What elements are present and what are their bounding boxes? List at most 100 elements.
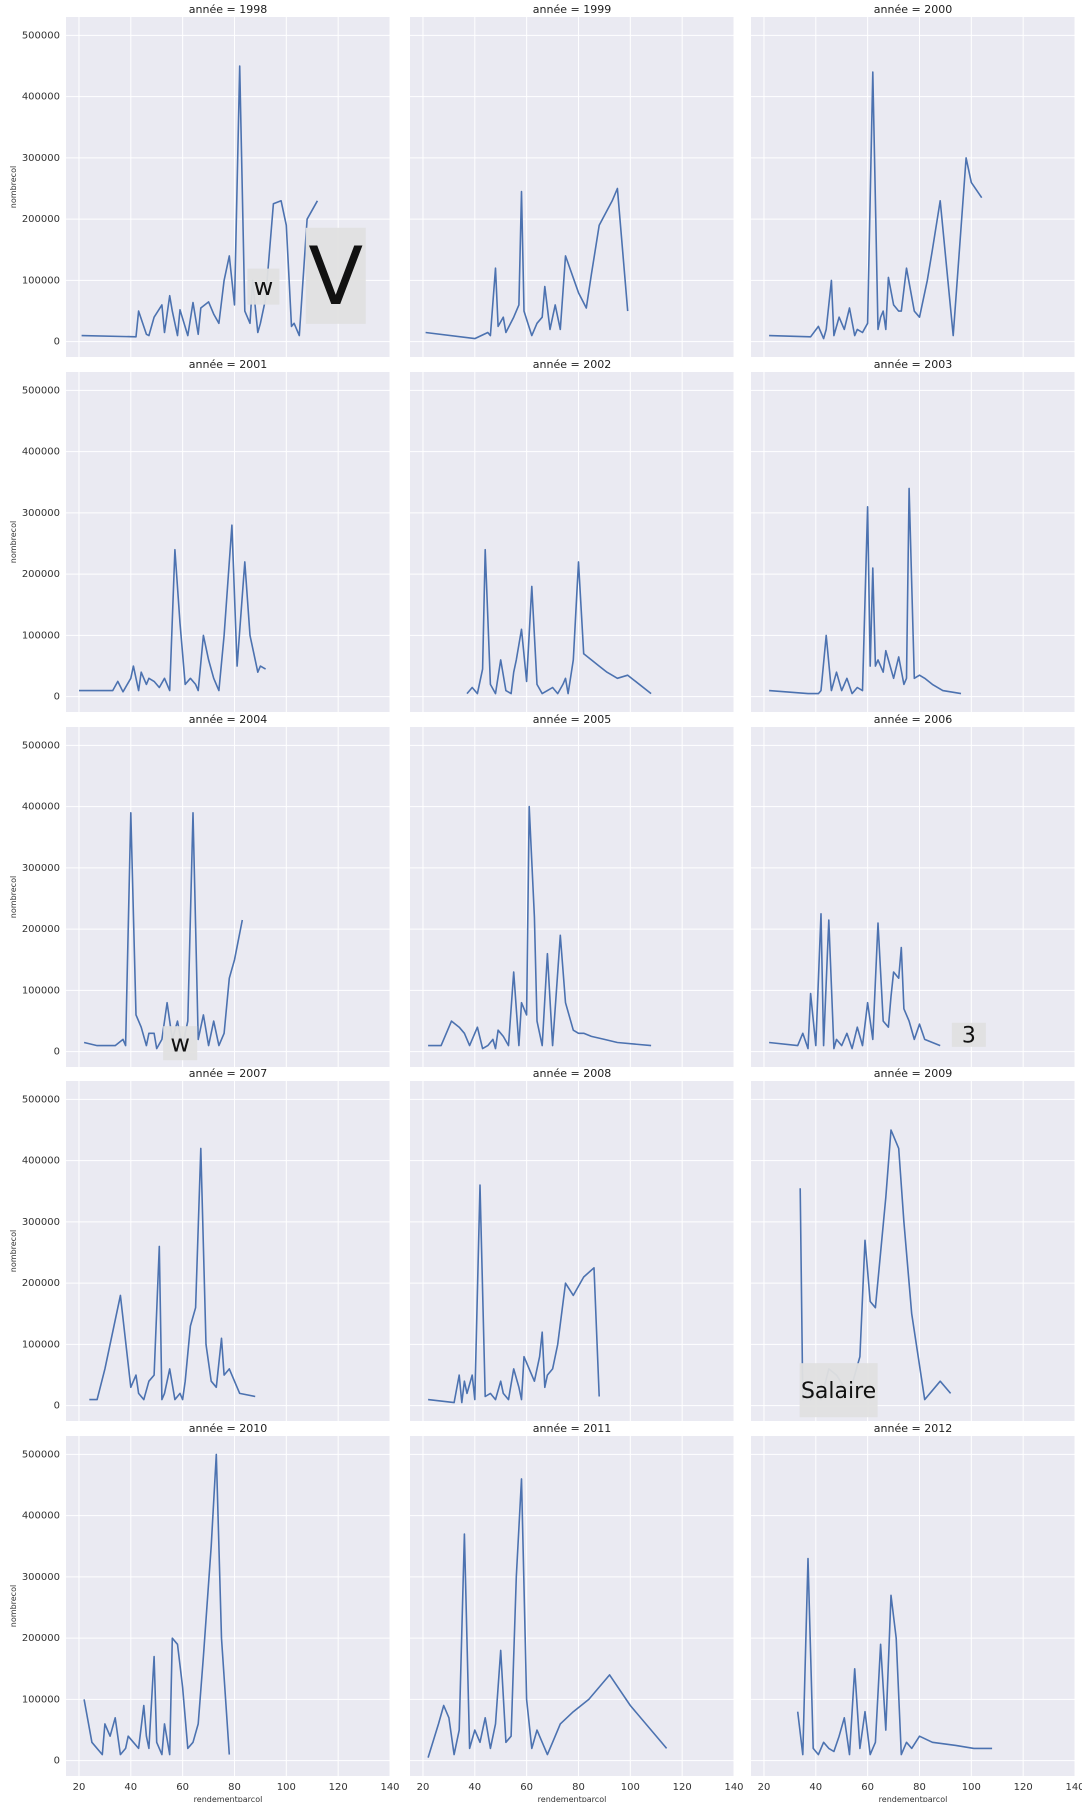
facet-title: année = 2005 xyxy=(533,713,611,726)
panel-background xyxy=(751,1436,1075,1776)
facet-title: année = 2007 xyxy=(189,1067,267,1080)
series-line xyxy=(428,1184,600,1404)
x-axis-label: rendementparcol xyxy=(538,1795,607,1802)
x-tick-label: 60 xyxy=(861,1782,874,1793)
y-tick-label: 400000 xyxy=(22,92,60,103)
series-line xyxy=(425,187,629,340)
facet-panel: année = 2008 xyxy=(410,1067,735,1421)
series-line xyxy=(83,811,244,1050)
panel-background xyxy=(410,1436,734,1776)
sticker: w xyxy=(247,268,280,305)
x-tick-label: 20 xyxy=(73,1782,86,1793)
panel-background xyxy=(751,727,1075,1067)
y-tick-label: 100000 xyxy=(22,275,60,286)
x-tick-label: 80 xyxy=(572,1782,585,1793)
x-tick-label: 40 xyxy=(809,1782,822,1793)
series-line xyxy=(79,524,266,693)
panel-background xyxy=(410,1081,734,1421)
panel-background xyxy=(66,1436,390,1776)
panel-background xyxy=(410,17,734,357)
panel-background xyxy=(410,727,734,1067)
y-tick-label: 300000 xyxy=(22,508,60,519)
x-tick-label: 80 xyxy=(913,1782,926,1793)
panel-background xyxy=(66,727,390,1067)
x-tick-label: 140 xyxy=(380,1782,399,1793)
x-tick-label: 100 xyxy=(962,1782,981,1793)
x-tick-label: 20 xyxy=(758,1782,771,1793)
x-tick-label: 20 xyxy=(417,1782,430,1793)
facet-title: année = 2002 xyxy=(533,358,611,371)
facet-title: année = 2003 xyxy=(874,358,952,371)
y-tick-label: 100000 xyxy=(22,985,60,996)
facet-panel: année = 1998 0 100000 200000 300000 400000 500… xyxy=(9,3,391,357)
x-tick-label: 120 xyxy=(673,1782,692,1793)
x-tick-label: 80 xyxy=(228,1782,241,1793)
y-tick-label: 200000 xyxy=(22,214,60,225)
series-line xyxy=(89,1147,256,1401)
y-tick-label: 500000 xyxy=(22,1094,60,1105)
y-tick-label: 200000 xyxy=(22,1278,60,1289)
sticker-text: 3 xyxy=(962,1024,976,1049)
y-axis-label: nombrecol xyxy=(9,1585,18,1627)
facet-panel: année = 2001 0 100000 200000 300000 400000 500… xyxy=(9,358,391,712)
facet-panel: année = 2011 20 40 60 80 100 120 140 rendementpa… xyxy=(410,1422,744,1802)
x-tick-label: 40 xyxy=(124,1782,137,1793)
y-tick-label: 400000 xyxy=(22,1156,60,1167)
sticker-background xyxy=(163,1026,198,1061)
sticker-text: V xyxy=(308,230,363,323)
sticker-text: Salaire xyxy=(801,1379,876,1404)
y-axis-label: nombrecol xyxy=(9,876,18,918)
panel-background xyxy=(66,1081,390,1421)
x-axis-label: rendementparcol xyxy=(194,1795,263,1802)
facet-title: année = 1998 xyxy=(189,3,267,16)
facet-title: année = 2009 xyxy=(874,1067,952,1080)
facet-title: année = 2008 xyxy=(533,1067,611,1080)
x-axis-label: rendementparcol xyxy=(879,1795,948,1802)
series-line xyxy=(428,805,652,1050)
facet-title: année = 2000 xyxy=(874,3,952,16)
facet-panel: année = 2005 xyxy=(410,713,735,1067)
x-tick-label: 120 xyxy=(1014,1782,1033,1793)
facet-panel: année = 2002 xyxy=(410,358,735,712)
y-tick-label: 0 xyxy=(54,1401,60,1412)
y-tick-label: 0 xyxy=(54,337,60,348)
x-tick-label: 140 xyxy=(724,1782,743,1793)
facet-title: année = 2012 xyxy=(874,1422,952,1435)
y-tick-label: 500000 xyxy=(22,30,60,41)
y-axis-label: nombrecol xyxy=(9,521,18,563)
series-line xyxy=(769,487,962,695)
facet-title: année = 2006 xyxy=(874,713,952,726)
y-tick-label: 400000 xyxy=(22,802,60,813)
series-line xyxy=(769,912,941,1050)
y-tick-label: 100000 xyxy=(22,630,60,641)
y-tick-label: 300000 xyxy=(22,153,60,164)
sticker: V xyxy=(305,227,366,324)
y-tick-label: 300000 xyxy=(22,863,60,874)
facet-title: année = 1999 xyxy=(533,3,611,16)
x-tick-label: 120 xyxy=(329,1782,348,1793)
y-axis-label: nombrecol xyxy=(9,166,18,208)
y-tick-label: 500000 xyxy=(22,385,60,396)
facet-panel: année = 2000 xyxy=(751,3,1076,357)
x-tick-label: 40 xyxy=(468,1782,481,1793)
y-tick-label: 300000 xyxy=(22,1572,60,1583)
y-tick-label: 0 xyxy=(54,692,60,703)
series-line xyxy=(769,71,983,340)
y-tick-label: 200000 xyxy=(22,569,60,580)
y-tick-label: 400000 xyxy=(22,447,60,458)
facet-title: année = 2004 xyxy=(189,713,267,726)
x-tick-label: 140 xyxy=(1065,1782,1082,1793)
y-tick-label: 100000 xyxy=(22,1694,60,1705)
series-line xyxy=(81,65,319,338)
facet-panel: année = 2010 0 100000 200000 300000 400000 500… xyxy=(9,1422,400,1802)
panel-background xyxy=(410,372,734,712)
x-tick-label: 60 xyxy=(176,1782,189,1793)
sticker-background xyxy=(951,1022,986,1047)
panel-background xyxy=(66,372,390,712)
y-tick-label: 0 xyxy=(54,1756,60,1767)
facet-title: année = 2010 xyxy=(189,1422,267,1435)
facet-title: année = 2011 xyxy=(533,1422,611,1435)
y-tick-label: 200000 xyxy=(22,924,60,935)
facet-panel: année = 2012 20 40 60 80 100 120 140 rendementpa… xyxy=(751,1422,1082,1802)
sticker-background xyxy=(799,1363,878,1418)
